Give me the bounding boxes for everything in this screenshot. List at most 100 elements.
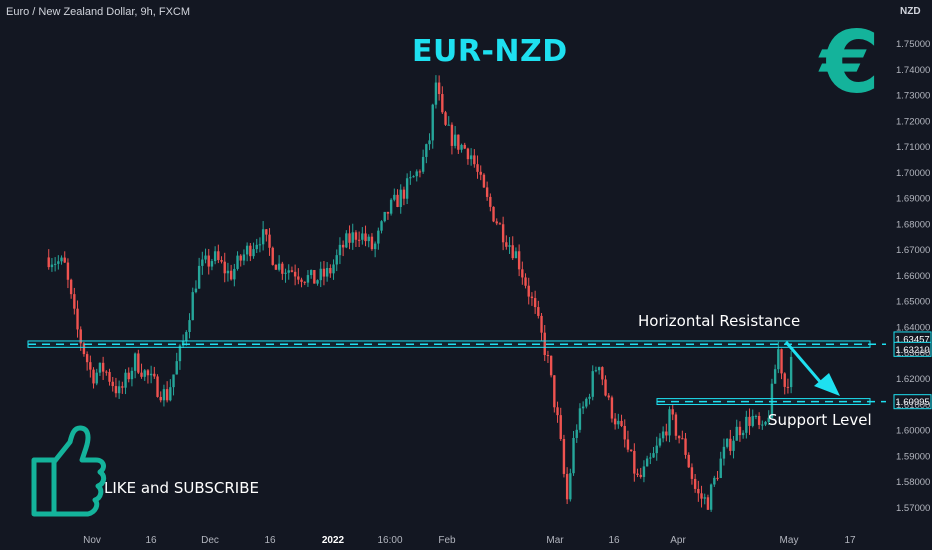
candle (735, 419, 738, 441)
candle (242, 249, 246, 266)
resistance-label: Horizontal Resistance (638, 312, 801, 330)
candle (117, 380, 121, 399)
candle (591, 365, 594, 401)
candle (524, 273, 527, 289)
symbol-info: Euro / New Zealand Dollar, 9h, FXCM (6, 6, 191, 18)
y-tick-label: 1.75000 (896, 39, 930, 50)
thumbs-up-icon[interactable] (31, 425, 107, 517)
chart-title: EUR-NZD (412, 34, 568, 69)
candle (700, 485, 703, 508)
candle (581, 401, 585, 415)
candle (82, 341, 86, 357)
y-tick-label: 1.58000 (896, 477, 930, 488)
candle (594, 366, 598, 373)
candle (773, 364, 777, 384)
candle (383, 211, 386, 223)
candle (767, 410, 770, 425)
candle (380, 220, 383, 234)
candle (732, 436, 735, 459)
candle (191, 287, 194, 321)
candle (473, 149, 476, 168)
y-tick-label: 1.69000 (896, 194, 930, 205)
candle (146, 369, 150, 384)
euro-icon: € (820, 13, 880, 113)
candle (345, 230, 348, 249)
candle (428, 133, 431, 151)
candle (655, 436, 658, 461)
candle (521, 261, 524, 285)
candle (668, 406, 671, 443)
candle (204, 248, 207, 264)
candle (367, 234, 370, 248)
x-tick-label: 16 (608, 535, 620, 546)
candle (681, 430, 684, 440)
candle (348, 225, 351, 250)
candle (399, 184, 402, 214)
support-label: Support Level (768, 411, 872, 429)
y-tick-label: 1.57000 (896, 503, 930, 514)
candle (63, 251, 66, 264)
candle (357, 231, 361, 248)
candle (309, 269, 313, 279)
candle (69, 278, 73, 299)
candle (709, 483, 713, 512)
candle (172, 374, 175, 396)
candle (639, 467, 642, 479)
candle (466, 147, 470, 165)
candle (239, 254, 242, 267)
candle (297, 268, 300, 285)
candle (463, 142, 466, 150)
candle (636, 468, 639, 478)
candle (716, 470, 719, 481)
candle (450, 122, 454, 155)
candle (354, 230, 358, 247)
y-tick-label: 1.73000 (896, 91, 930, 102)
candle (306, 270, 310, 287)
y-tick-label: 1.64000 (896, 322, 930, 333)
candle (201, 251, 204, 275)
candle (565, 467, 569, 504)
candle (415, 169, 418, 182)
candle (194, 280, 198, 294)
candle (66, 258, 70, 289)
candle (223, 252, 226, 283)
candle (613, 413, 617, 430)
candle (108, 368, 111, 386)
candle (489, 193, 492, 212)
candle (604, 375, 607, 397)
currency-label: NZD (900, 6, 921, 17)
candle (687, 452, 690, 468)
x-tick-label: Nov (83, 535, 101, 546)
x-tick-label: Mar (546, 535, 564, 546)
candle (546, 350, 550, 363)
candle (476, 155, 479, 179)
candle (757, 412, 761, 430)
candle (578, 403, 582, 433)
candle (73, 287, 76, 315)
x-tick-label: Apr (670, 535, 686, 546)
candle (780, 348, 783, 380)
candle (105, 370, 108, 376)
candle (409, 170, 412, 185)
candle (361, 227, 364, 245)
candle (434, 75, 438, 109)
candle (50, 258, 54, 272)
candle (60, 255, 63, 265)
support-zone[interactable]: 1.60995 (656, 394, 932, 410)
price-tag-value: 1.60995 (895, 397, 929, 408)
x-tick-label: 16 (145, 535, 157, 546)
candle (425, 143, 428, 164)
candle (393, 188, 396, 202)
x-tick-label: 17 (844, 535, 856, 546)
candle (233, 263, 236, 287)
candles-layer (47, 75, 793, 512)
candle (498, 222, 502, 225)
candle (153, 366, 156, 379)
candle (786, 378, 790, 394)
candle (277, 255, 281, 272)
candle (693, 474, 697, 493)
candle (671, 404, 674, 421)
candle (652, 446, 655, 458)
